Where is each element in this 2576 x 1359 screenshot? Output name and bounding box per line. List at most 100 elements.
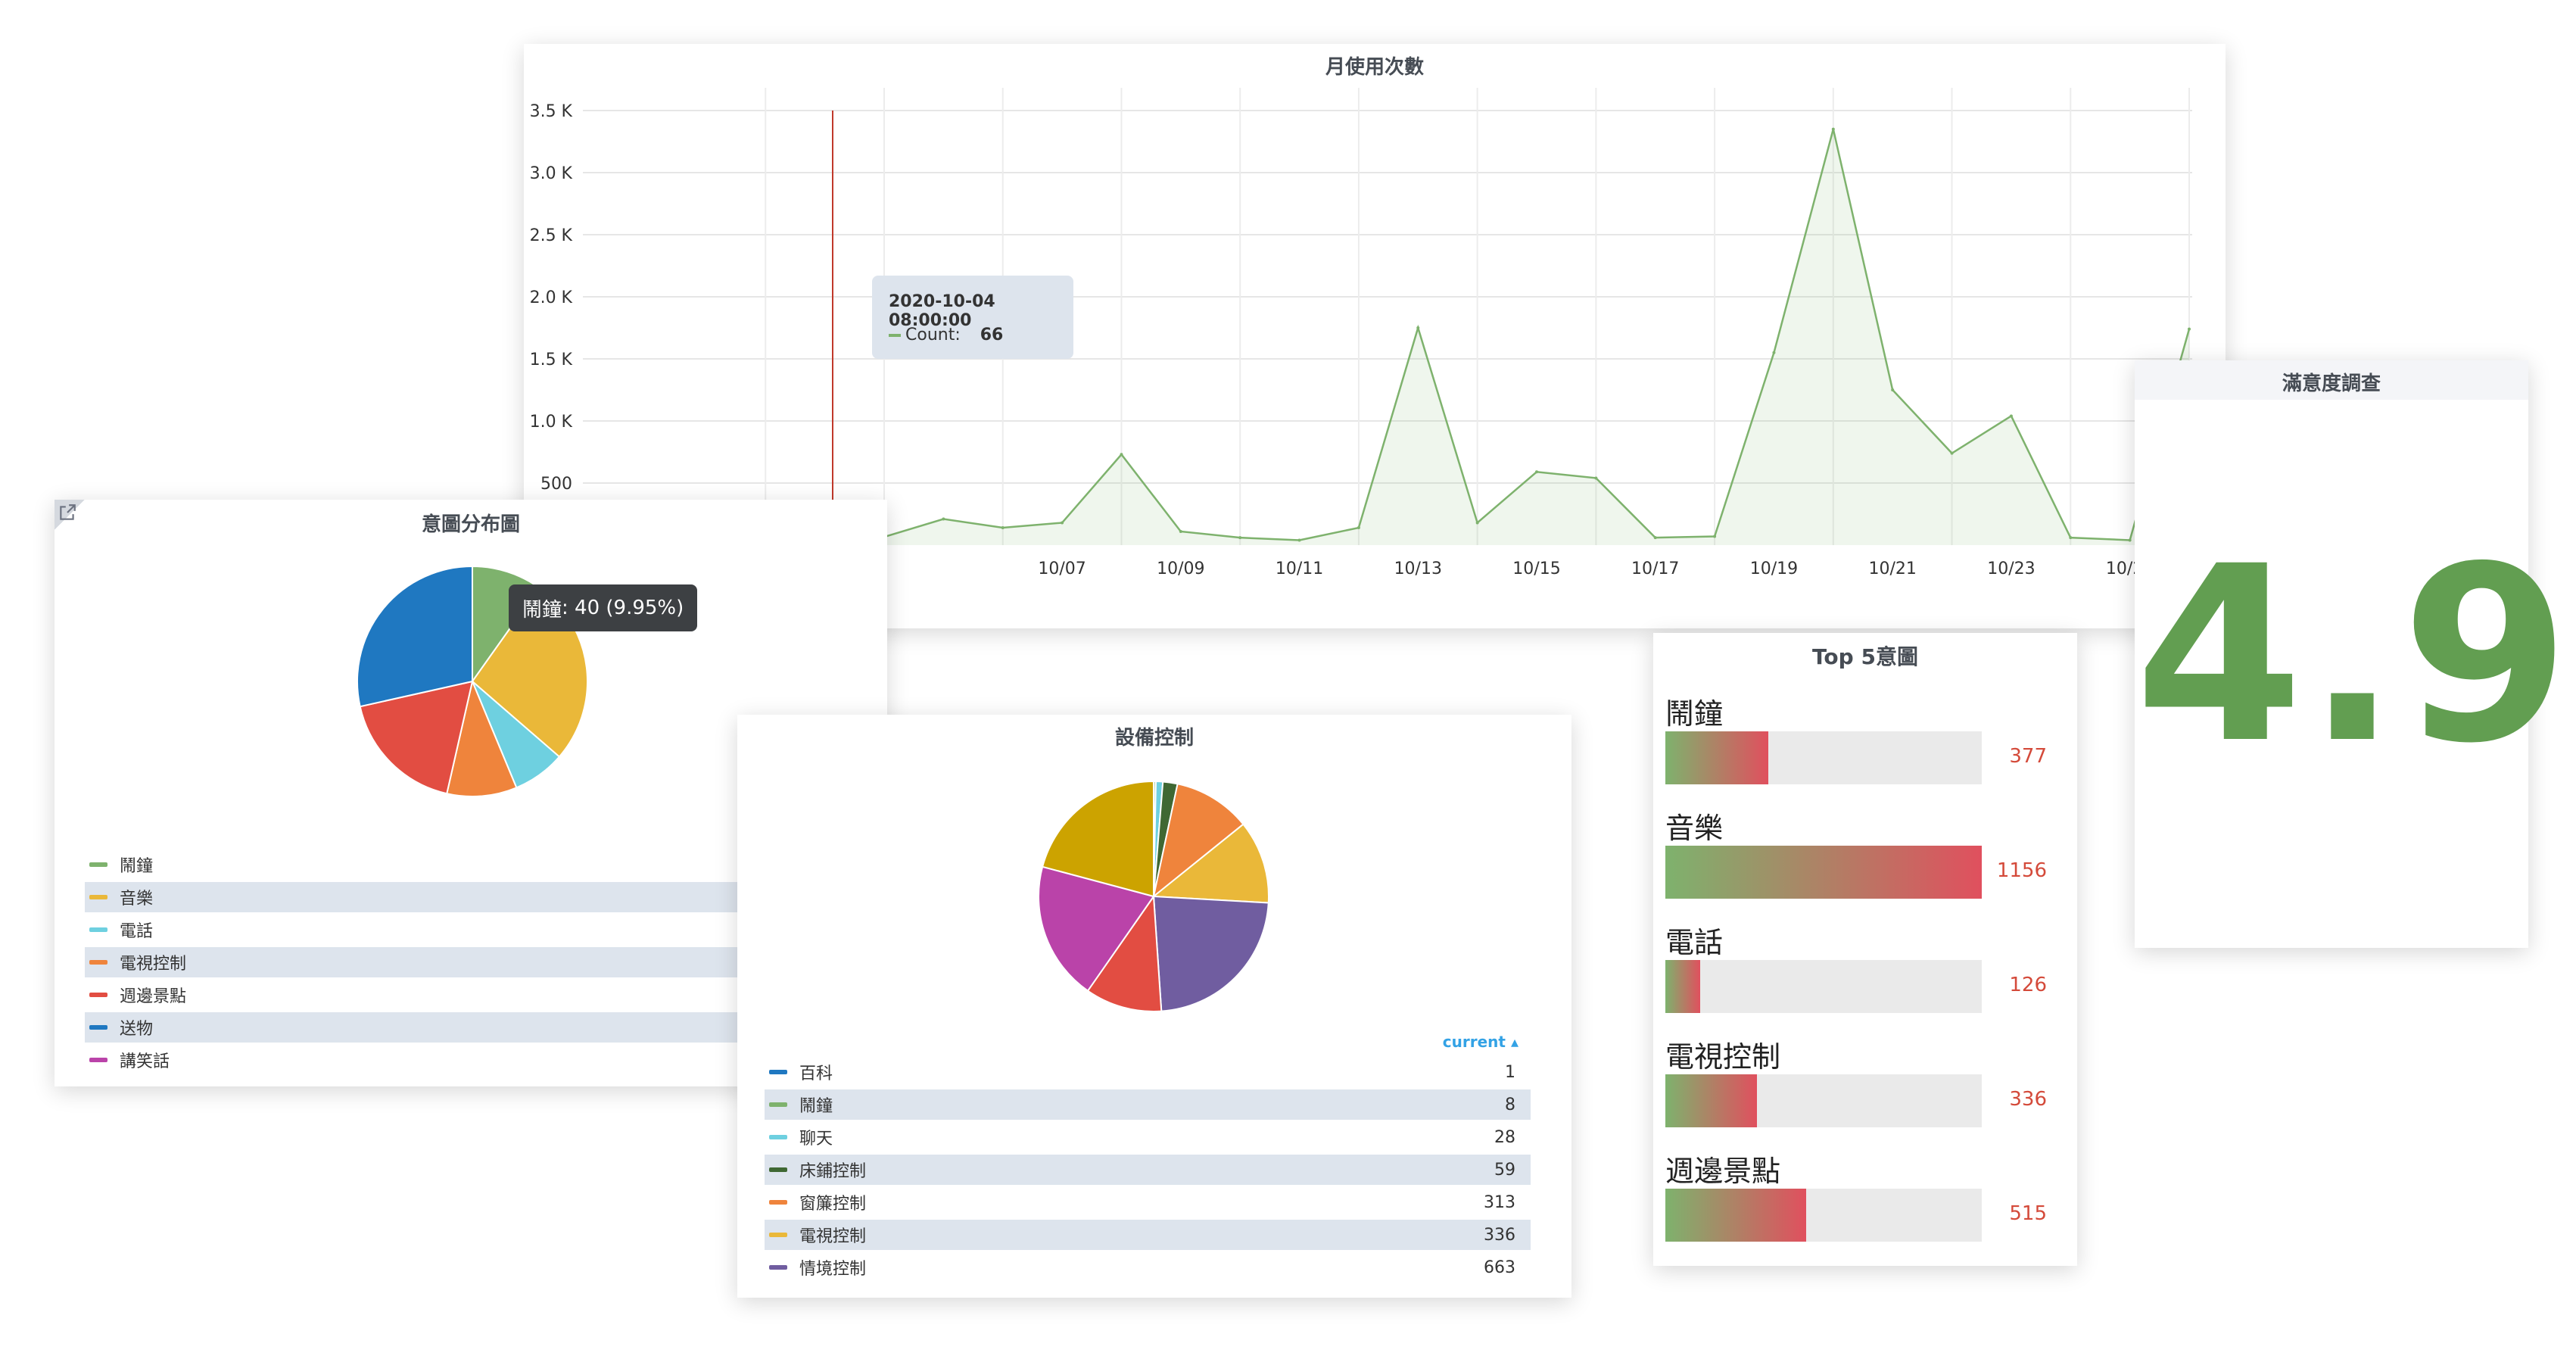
legend-label: 音樂 <box>120 890 154 909</box>
legend-swatch <box>89 895 107 899</box>
device-legend-item[interactable]: 電視控制 336 <box>765 1220 1531 1250</box>
satisfaction-value: 4.9 <box>2135 515 2573 796</box>
tooltip-time: 2020-10-04 08:00:00 <box>889 292 995 330</box>
monthly-usage-title: 月使用次數 <box>1325 56 1424 79</box>
intent-legend-item[interactable]: 講笑話 <box>85 1045 792 1075</box>
x-tick-label: 10/17 <box>1631 559 1679 578</box>
panel-link-icon[interactable] <box>55 500 85 530</box>
bar-fill <box>1665 960 1700 1013</box>
intent-legend-item[interactable]: 音樂 <box>85 882 792 912</box>
top5-intents-panel: Top 5意圖 鬧鐘 377 音樂 1156 電話 126 電視控制 336 週… <box>1653 633 2077 1266</box>
device-legend-item[interactable]: 鬧鐘 8 <box>765 1089 1531 1120</box>
intent-distribution-title: 意圖分布圖 <box>421 513 520 536</box>
data-point <box>1238 536 1242 540</box>
legend-sort-header[interactable]: current ▴ <box>1443 1033 1519 1051</box>
bar-track <box>1665 960 1982 1013</box>
x-tick-label: 10/09 <box>1157 559 1204 578</box>
bar-value: 336 <box>2009 1088 2047 1111</box>
satisfaction-header <box>2135 360 2528 400</box>
bar-value: 377 <box>2009 745 2047 768</box>
device-legend-item[interactable]: 窗簾控制 313 <box>765 1187 1531 1217</box>
legend-swatch <box>769 1265 787 1270</box>
legend-value: 59 <box>1494 1160 1515 1180</box>
pie-slice-extra-0 <box>1086 894 1163 1012</box>
x-tick-label: 10/19 <box>1750 559 1798 578</box>
device-control-title: 設備控制 <box>1114 727 1194 750</box>
bar-fill <box>1665 1189 1807 1242</box>
data-point <box>1653 536 1657 540</box>
legend-swatch <box>769 1233 787 1237</box>
legend-label: 鬧鐘 <box>120 857 154 876</box>
bar-fill <box>1665 1074 1758 1127</box>
legend-value: 313 <box>1484 1192 1515 1212</box>
legend-swatch <box>769 1167 787 1172</box>
x-tick-label: 10/11 <box>1276 559 1323 578</box>
legend-swatch <box>769 1070 787 1074</box>
satisfaction-panel: 滿意度調查 4.9 <box>2135 360 2573 948</box>
legend-swatch <box>89 862 107 867</box>
tooltip-series-value: 66 <box>980 326 1004 344</box>
device-legend-item[interactable]: 百科 1 <box>765 1057 1531 1087</box>
device-pie-chart <box>1038 780 1269 1012</box>
y-tick-label: 2.0 K <box>530 288 573 307</box>
intent-legend-item[interactable]: 送物 <box>85 1012 792 1043</box>
pie-slice-extra-1 <box>1038 865 1155 993</box>
y-tick-label: 2.5 K <box>530 226 573 245</box>
device-control-panel: 設備控制 current ▴ 百科 1 鬧鐘 8 聊天 28 床鋪控制 59 窗… <box>737 715 1571 1298</box>
pie-slice-device-6 <box>1152 895 1269 1012</box>
intent-distribution-panel: 意圖分布圖 鬧鐘 : 40 (9.95%) 鬧鐘 音樂 電話 電視控制 週邊景點… <box>55 500 887 1086</box>
data-point <box>1297 538 1301 542</box>
top5-intents-title: Top 5意圖 <box>1812 644 1918 669</box>
x-tick-label: 10/23 <box>1987 559 2035 578</box>
satisfaction-title: 滿意度調查 <box>2282 372 2381 395</box>
legend-label: 床鋪控制 <box>799 1162 867 1181</box>
data-point <box>2069 536 2073 540</box>
bar-value: 126 <box>2009 974 2047 996</box>
legend-swatch <box>89 1025 107 1030</box>
data-point <box>1831 127 1835 131</box>
legend-label: 情境控制 <box>799 1260 867 1279</box>
legend-swatch <box>769 1135 787 1139</box>
tooltip-series-row: Count: 66 <box>889 326 1003 344</box>
bar-fill <box>1665 846 1982 899</box>
legend-label: 聊天 <box>799 1130 833 1149</box>
intent-legend-item[interactable]: 週邊景點 <box>85 980 792 1010</box>
y-tick-label: 3.5 K <box>530 102 573 121</box>
legend-value: 28 <box>1494 1127 1515 1147</box>
data-point <box>942 517 945 521</box>
bar-track <box>1665 1074 1982 1127</box>
intent-legend-item[interactable]: 電視控制 <box>85 947 792 977</box>
device-legend-item[interactable]: 床鋪控制 59 <box>765 1155 1531 1185</box>
bar-label: 鬧鐘 <box>1665 697 1724 731</box>
legend-label: 鬧鐘 <box>799 1097 833 1116</box>
legend-label: 講笑話 <box>120 1052 170 1071</box>
data-point <box>1357 526 1360 530</box>
intent-legend-item[interactable]: 電話 <box>85 915 792 945</box>
legend-value: 336 <box>1484 1225 1515 1245</box>
bar-track <box>1665 846 1982 899</box>
data-point <box>1001 526 1005 530</box>
data-point <box>2128 538 2132 542</box>
pie-slice-intent-4 <box>359 680 474 795</box>
data-point <box>1475 521 1479 525</box>
data-point <box>1179 529 1182 533</box>
intent-legend-item[interactable]: 鬧鐘 <box>85 849 792 880</box>
device-legend-item[interactable]: 情境控制 663 <box>765 1252 1531 1283</box>
bar-label: 電視控制 <box>1665 1040 1781 1074</box>
data-point <box>1772 351 1776 354</box>
sort-ascending-icon: ▴ <box>1510 1033 1519 1051</box>
legend-swatch <box>89 993 107 997</box>
legend-label: 週邊景點 <box>120 987 187 1006</box>
device-legend-item[interactable]: 聊天 28 <box>765 1122 1531 1152</box>
bar-label: 週邊景點 <box>1665 1155 1781 1188</box>
data-point <box>1416 326 1420 329</box>
pie-slice-extra-2 <box>1041 780 1154 898</box>
pie-slice-device-4 <box>1152 783 1244 899</box>
bar-track <box>1665 1189 1982 1242</box>
y-tick-label: 1.5 K <box>530 351 573 369</box>
x-tick-label: 10/21 <box>1868 559 1916 578</box>
legend-label: 百科 <box>799 1064 833 1083</box>
data-point <box>1950 451 1954 455</box>
tooltip-series-swatch <box>889 333 901 337</box>
bar-fill <box>1665 731 1769 784</box>
